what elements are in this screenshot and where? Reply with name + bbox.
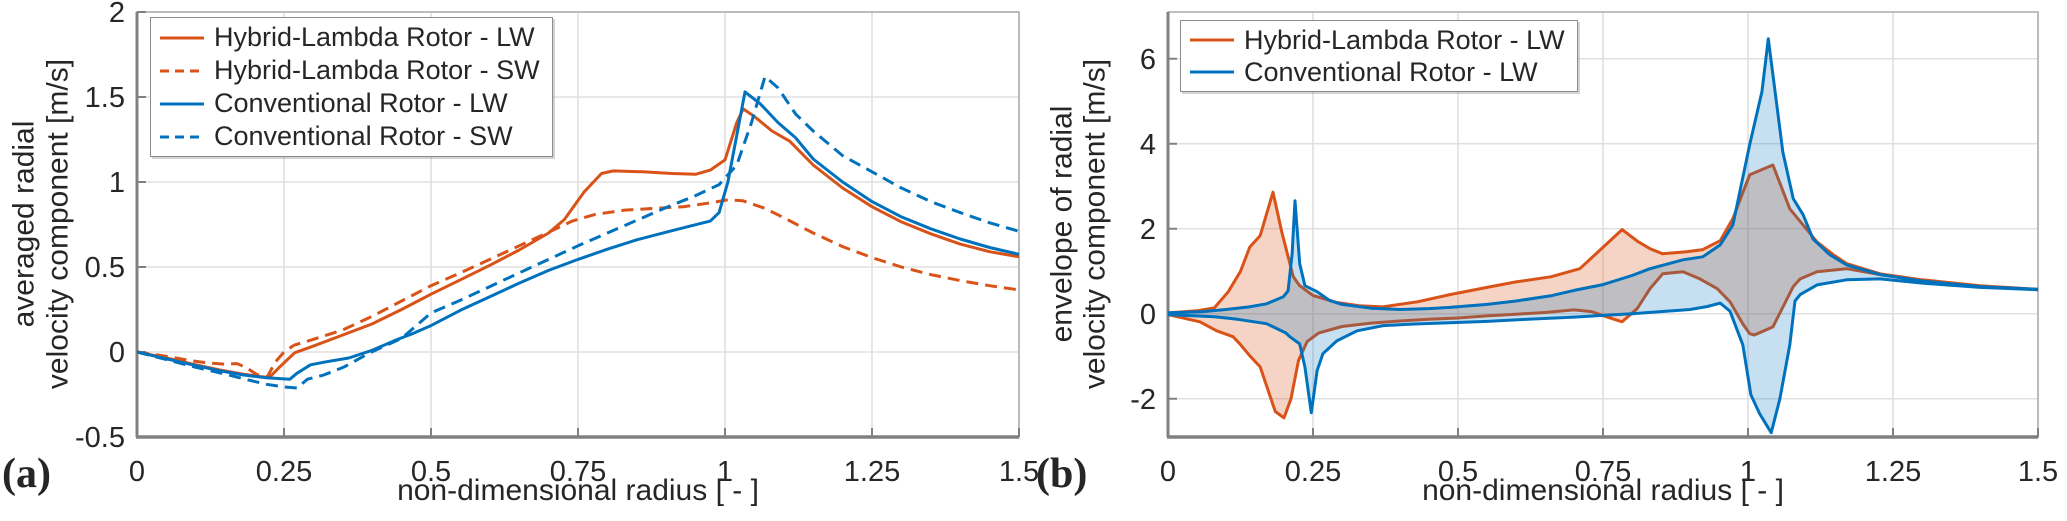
- x-tick-label: 0.5: [411, 456, 451, 488]
- y-tick-label: -2: [1130, 384, 1156, 416]
- panel-a-ylabel-line1: averaged radial: [7, 120, 40, 328]
- x-tick-label: 0.25: [1285, 456, 1341, 488]
- panel-b-ylabel-line1: envelope of radial: [1045, 105, 1078, 343]
- legend-label: Conventional Rotor - SW: [214, 121, 513, 151]
- panel-a-legend: Hybrid-Lambda Rotor - LW Hybrid-Lambda Ro…: [150, 17, 553, 157]
- legend-line-sample-dashed: [160, 135, 204, 138]
- legend-label: Conventional Rotor - LW: [1244, 56, 1538, 87]
- y-tick-label: 0.5: [85, 252, 125, 284]
- panel-b-legend: Hybrid-Lambda Rotor - LW Conventional Rot…: [1180, 20, 1578, 92]
- legend-line-sample-solid: [160, 36, 204, 39]
- y-tick-label: 4: [1140, 129, 1156, 161]
- y-tick-label: 2: [109, 0, 125, 29]
- x-tick-label: 0.75: [550, 456, 606, 488]
- legend-item: Hybrid-Lambda Rotor - LW: [1189, 24, 1565, 56]
- x-tick-label: 1.5: [2018, 456, 2058, 488]
- panel-a-xlabel: non-dimensional radius [ - ]: [397, 474, 759, 507]
- series-hybrid-lambda-rotor-sw: [137, 198, 1019, 379]
- y-tick-label: 1.5: [85, 82, 125, 114]
- y-tick-label: 0: [109, 337, 125, 369]
- panel-b-ylabel-line2: velocity component [m/s]: [1078, 58, 1111, 390]
- x-tick-label: 1.5: [999, 456, 1039, 488]
- x-tick-label: 0: [129, 456, 145, 488]
- legend-item: Hybrid-Lambda Rotor - SW: [159, 54, 540, 87]
- series-hybrid-lambda-rotor-lw: [137, 107, 1019, 379]
- legend-line-sample-dashed: [160, 69, 204, 72]
- x-tick-label: 0: [1160, 456, 1176, 488]
- x-tick-label: 1: [717, 456, 733, 488]
- legend-item: Conventional Rotor - LW: [1189, 56, 1565, 88]
- x-tick-label: 1: [1740, 456, 1756, 488]
- x-tick-label: 1.25: [844, 456, 900, 488]
- legend-label: Hybrid-Lambda Rotor - LW: [1244, 24, 1565, 55]
- envelope-conventional-rotor-lw: [1168, 37, 2038, 435]
- legend-line-sample-solid: [160, 102, 204, 105]
- panel-a-ylabel-line2: velocity component [m/s]: [41, 58, 74, 390]
- legend-label: Conventional Rotor - LW: [214, 88, 508, 118]
- series-conventional-rotor-lw: [137, 90, 1019, 381]
- legend-label: Hybrid-Lambda Rotor - LW: [214, 22, 535, 52]
- legend-line-sample-solid: [1190, 70, 1234, 74]
- x-tick-label: 0.25: [256, 456, 312, 488]
- x-tick-label: 0.5: [1438, 456, 1478, 488]
- legend-label: Hybrid-Lambda Rotor - SW: [214, 55, 540, 85]
- y-tick-label: 1: [109, 167, 125, 199]
- legend-line-sample-solid: [1190, 38, 1234, 42]
- y-tick-label: 0: [1140, 299, 1156, 331]
- y-tick-label: 2: [1140, 214, 1156, 246]
- x-tick-label: 1.25: [1865, 456, 1921, 488]
- legend-item: Conventional Rotor - LW: [159, 87, 540, 120]
- series-conventional-rotor-sw: [137, 75, 1019, 390]
- y-tick-label: -0.5: [75, 422, 125, 454]
- y-tick-label: 6: [1140, 44, 1156, 76]
- legend-item: Conventional Rotor - SW: [159, 120, 540, 153]
- legend-item: Hybrid-Lambda Rotor - LW: [159, 21, 540, 54]
- panel-b-plot-area: 0 0.25 0.5 0.75 1 1.25 1.5 -2 0 2 4 6: [1130, 11, 2058, 488]
- panel-a-letter: (a): [2, 451, 51, 497]
- panel-b-letter: (b): [1036, 451, 1088, 497]
- x-tick-label: 0.75: [1575, 456, 1631, 488]
- panel-b-xlabel: non-dimensional radius [ - ]: [1422, 474, 1784, 507]
